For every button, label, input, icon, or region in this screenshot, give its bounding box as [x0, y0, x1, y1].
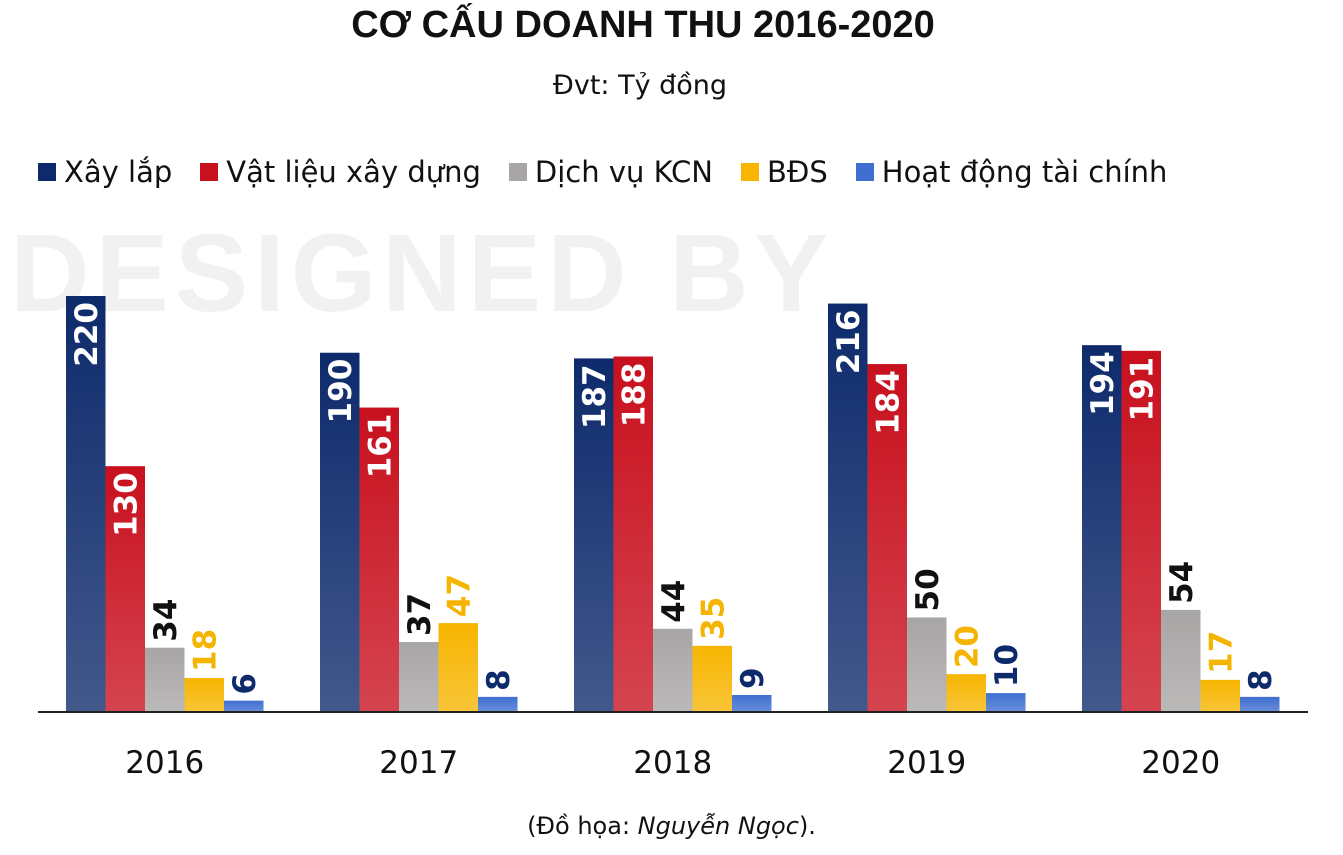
- bar-2019-series-0: [828, 303, 868, 712]
- data-label-2019-series-0: 216: [831, 310, 867, 375]
- bar-2020-series-1: [1121, 350, 1161, 712]
- data-label-2016-series-0: 220: [69, 302, 105, 367]
- data-label-2018-series-4: 9: [735, 667, 771, 689]
- bar-2016-series-4: [224, 700, 264, 712]
- bar-2019-series-3: [946, 674, 986, 712]
- legend-label: Vật liệu xây dựng: [226, 155, 481, 189]
- chart-subtitle: Đvt: Tỷ đồng: [552, 70, 728, 101]
- data-label-2018-series-0: 187: [577, 364, 613, 429]
- data-label-2018-series-2: 44: [656, 580, 692, 623]
- legend-swatch: [38, 163, 56, 181]
- bar-2019-series-4: [986, 693, 1026, 712]
- data-label-2016-series-4: 6: [227, 673, 263, 695]
- data-label-2016-series-2: 34: [148, 599, 184, 642]
- data-label-2018-series-1: 188: [616, 363, 652, 428]
- data-label-2020-series-4: 8: [1243, 669, 1279, 691]
- legend-label: Dịch vụ KCN: [534, 155, 713, 189]
- data-label-2019-series-1: 184: [870, 370, 906, 435]
- data-label-2017-series-3: 47: [441, 574, 477, 617]
- x-tick-label: 2018: [633, 745, 712, 781]
- bar-2020-series-0: [1082, 345, 1122, 712]
- legend-item: Xây lắp: [38, 155, 172, 189]
- data-label-2017-series-0: 190: [323, 359, 359, 424]
- bar-2017-series-1: [359, 407, 399, 712]
- data-label-2016-series-3: 18: [187, 629, 223, 672]
- data-label-2019-series-2: 50: [910, 568, 946, 611]
- bar-2017-series-3: [438, 623, 478, 712]
- bar-2016-series-0: [66, 296, 106, 712]
- bar-2018-series-4: [732, 694, 772, 712]
- bar-2016-series-1: [105, 466, 145, 712]
- bar-2018-series-2: [653, 628, 693, 712]
- bar-2017-series-0: [320, 352, 360, 712]
- bar-2017-series-4: [478, 696, 518, 712]
- bar-2016-series-2: [145, 647, 185, 712]
- data-label-2017-series-4: 8: [481, 669, 517, 691]
- bar-2019-series-1: [867, 364, 907, 712]
- data-label-2020-series-3: 17: [1203, 631, 1239, 674]
- watermark-text: DESIGNED BY: [10, 212, 834, 335]
- x-tick-label: 2017: [379, 745, 458, 781]
- legend-swatch: [200, 163, 219, 181]
- legend-item: Vật liệu xây dựng: [200, 155, 481, 189]
- bar-2020-series-2: [1161, 609, 1201, 712]
- x-tick-label: 2019: [887, 745, 966, 781]
- legend-swatch: [741, 163, 759, 181]
- x-tick-label: 2020: [1141, 745, 1220, 781]
- data-label-2020-series-2: 54: [1164, 561, 1200, 604]
- legend-item: Dịch vụ KCN: [508, 155, 713, 189]
- x-tick-label: 2016: [125, 745, 204, 781]
- legend-item: Hoạt động tài chính: [855, 155, 1168, 189]
- data-label-2017-series-1: 161: [362, 414, 398, 479]
- footer-prefix: (Đồ họa:: [527, 812, 638, 840]
- bar-2018-series-1: [613, 356, 653, 712]
- bar-2017-series-2: [399, 642, 439, 712]
- data-label-2019-series-4: 10: [989, 644, 1025, 687]
- bar-2018-series-3: [692, 645, 732, 712]
- bar-2016-series-3: [184, 677, 224, 712]
- footer-suffix: ).: [798, 812, 816, 840]
- data-label-2019-series-3: 20: [949, 625, 985, 668]
- data-label-2018-series-3: 35: [695, 597, 731, 640]
- bar-2020-series-4: [1240, 696, 1280, 712]
- footer-author: Nguyễn Ngọc: [637, 812, 799, 840]
- chart-legend: Xây lắp Vật liệu xây dựng Dịch vụ KCN BĐS Ho…: [38, 155, 1195, 189]
- legend-item: BĐS: [741, 155, 828, 189]
- data-label-2016-series-1: 130: [108, 472, 144, 537]
- legend-swatch: [508, 163, 527, 181]
- chart-title: CƠ CẤU DOANH THU 2016-2020: [351, 4, 935, 46]
- legend-swatch: [855, 163, 874, 181]
- bar-2018-series-0: [574, 358, 614, 712]
- data-label-2020-series-1: 191: [1124, 357, 1160, 422]
- bar-2020-series-3: [1200, 679, 1240, 712]
- bar-2019-series-2: [907, 617, 947, 712]
- legend-label: BĐS: [767, 155, 828, 189]
- data-label-2017-series-2: 37: [402, 593, 438, 636]
- footer-credit: (Đồ họa: Nguyễn Ngọc).: [0, 812, 1343, 840]
- legend-label: Xây lắp: [64, 155, 173, 189]
- legend-label: Hoạt động tài chính: [881, 155, 1168, 189]
- data-label-2020-series-0: 194: [1085, 351, 1121, 416]
